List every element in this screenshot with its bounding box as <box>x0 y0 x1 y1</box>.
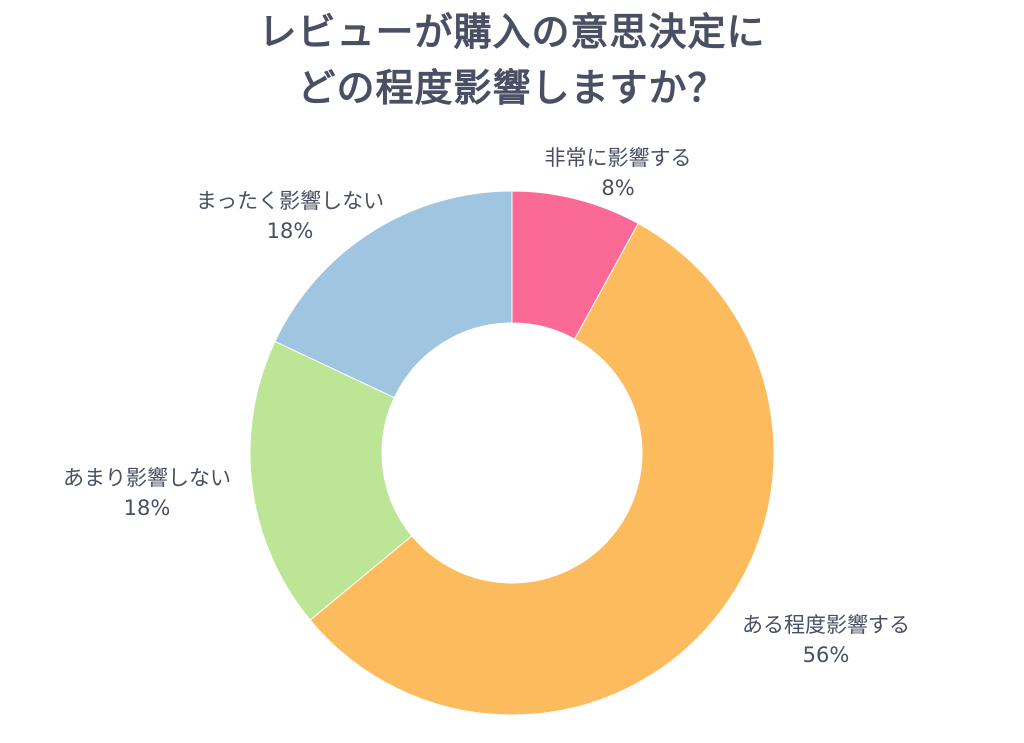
donut-slice-3 <box>249 340 413 621</box>
donut-slice-2 <box>309 222 775 716</box>
slice-value-label-4: 18% <box>267 219 314 243</box>
slice-value-label-1: 8% <box>601 176 634 200</box>
slice-label-2: ある程度影響する <box>742 613 910 637</box>
slice-label-4: まったく影響しない <box>196 189 384 213</box>
slice-value-label-3: 18% <box>124 496 171 520</box>
chart-title-line-1: レビューが購入の意思決定に <box>258 10 766 54</box>
slice-value-label-2: 56% <box>803 643 850 667</box>
slice-label-1: 非常に影響する <box>545 146 692 170</box>
chart-title-line-2: どの程度影響しますか？ <box>297 66 727 110</box>
donut-slice-4 <box>274 190 513 399</box>
slice-label-3: あまり影響しない <box>63 466 231 490</box>
chart-title: レビューが購入の意思決定に どの程度影響しますか？ <box>0 4 1024 116</box>
